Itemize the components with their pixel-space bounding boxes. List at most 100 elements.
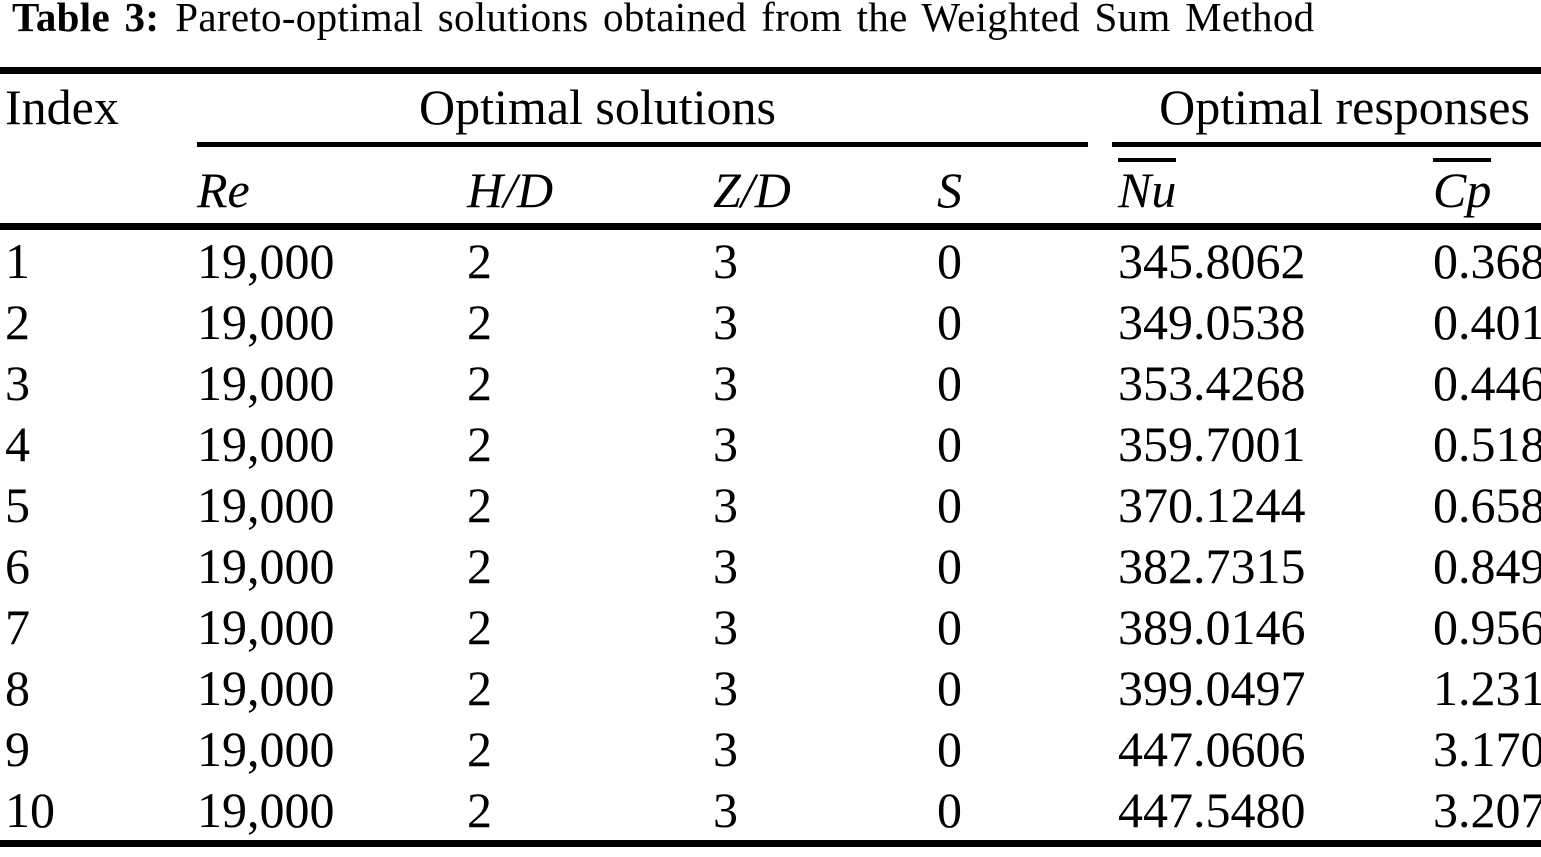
cell-re: 19,000 — [197, 659, 335, 716]
table-row: 3 19,000 2 3 0 353.4268 0.446 — [0, 352, 1541, 413]
responses-group-rule — [1112, 141, 1541, 147]
cell-s: 0 — [937, 476, 962, 533]
cell-zd: 3 — [713, 232, 738, 289]
column-header-hd: H/D — [467, 146, 713, 230]
cell-nu: 349.0538 — [1118, 293, 1306, 350]
table-row: 4 19,000 2 3 0 359.7001 0.518 — [0, 413, 1541, 474]
cell-zd: 3 — [713, 415, 738, 472]
cell-s: 0 — [937, 415, 962, 472]
cell-cp: 3.170 — [1433, 720, 1541, 777]
cell-re: 19,000 — [197, 476, 335, 533]
cell-index: 7 — [5, 598, 30, 655]
cell-zd: 3 — [713, 659, 738, 716]
cell-re: 19,000 — [197, 415, 335, 472]
s-symbol: S — [937, 162, 962, 218]
cp-overbar: Cp — [1433, 158, 1492, 218]
column-header-index: Index — [0, 70, 197, 230]
cell-zd: 3 — [713, 720, 738, 777]
cell-nu: 370.1244 — [1118, 476, 1306, 533]
cell-cp: 1.231 — [1433, 659, 1541, 716]
table-caption: Table 3: Pareto-optimal solutions obtaine… — [12, 0, 1314, 41]
nu-overbar: Nu — [1118, 158, 1177, 218]
cell-hd: 2 — [467, 779, 713, 847]
table-row: 5 19,000 2 3 0 370.1244 0.658 — [0, 474, 1541, 535]
cell-s: 0 — [937, 232, 962, 289]
cell-s: 0 — [937, 659, 962, 716]
group-header-optimal-solutions-label: Optimal solutions — [419, 79, 776, 135]
cell-s: 0 — [937, 720, 962, 777]
column-header-zd: Z/D — [713, 146, 937, 230]
cell-cp: 0.401 — [1433, 293, 1541, 350]
cell-nu: 389.0146 — [1118, 598, 1306, 655]
cell-hd: 2 — [467, 232, 492, 289]
hd-symbol: H/D — [467, 162, 554, 218]
cell-re: 19,000 — [197, 232, 335, 289]
cell-nu: 353.4268 — [1118, 354, 1306, 411]
cell-index: 10 — [0, 779, 197, 847]
solutions-group-rule — [197, 141, 1089, 147]
cell-cp: 3.207 — [1433, 779, 1541, 847]
cell-re: 19,000 — [197, 537, 335, 594]
cell-hd: 2 — [467, 598, 492, 655]
cell-cp: 0.956 — [1433, 598, 1541, 655]
table-row: 7 19,000 2 3 0 389.0146 0.956 — [0, 596, 1541, 657]
cell-hd: 2 — [467, 415, 492, 472]
cell-hd: 2 — [467, 476, 492, 533]
cell-s: 0 — [937, 598, 962, 655]
cell-zd: 3 — [713, 293, 738, 350]
table-row: 8 19,000 2 3 0 399.0497 1.231 — [0, 657, 1541, 718]
cell-nu: 345.8062 — [1118, 232, 1306, 289]
re-symbol: Re — [197, 162, 250, 218]
nu-symbol: Nu — [1118, 162, 1177, 218]
cell-re: 19,000 — [197, 354, 335, 411]
cell-re: 19,000 — [197, 598, 335, 655]
cell-index: 5 — [5, 476, 30, 533]
cell-index: 2 — [5, 293, 30, 350]
cell-nu: 447.5480 — [1118, 779, 1434, 847]
cell-nu: 382.7315 — [1118, 537, 1306, 594]
sub-header-row: Re H/D Z/D S Nu Cp — [0, 146, 1541, 230]
cell-hd: 2 — [467, 537, 492, 594]
cell-cp: 0.446 — [1433, 354, 1541, 411]
cell-zd: 3 — [713, 598, 738, 655]
cell-index: 6 — [5, 537, 30, 594]
cell-zd: 3 — [713, 779, 937, 847]
table-row: 9 19,000 2 3 0 447.0606 3.170 — [0, 718, 1541, 779]
group-header-optimal-responses-label: Optimal responses — [1159, 79, 1530, 135]
cell-zd: 3 — [713, 476, 738, 533]
cell-nu: 447.0606 — [1118, 720, 1306, 777]
cell-index: 4 — [5, 415, 30, 472]
cell-re: 19,000 — [197, 293, 335, 350]
cell-s: 0 — [937, 354, 962, 411]
cell-s: 0 — [937, 779, 1119, 847]
cell-re: 19,000 — [197, 720, 335, 777]
table-caption-text: Pareto-optimal solutions obtained from t… — [175, 0, 1315, 40]
table-row: 10 19,000 2 3 0 447.5480 3.207 — [0, 779, 1541, 847]
cell-s: 0 — [937, 537, 962, 594]
cell-hd: 2 — [467, 354, 492, 411]
cell-nu: 359.7001 — [1118, 415, 1306, 472]
group-header-optimal-solutions: Optimal solutions — [197, 71, 1118, 147]
cell-hd: 2 — [467, 659, 492, 716]
cell-cp: 0.518 — [1433, 415, 1541, 472]
cp-symbol: Cp — [1433, 162, 1492, 218]
zd-symbol: Z/D — [713, 162, 791, 218]
group-header-row: Index Optimal solutions Optimal response… — [0, 70, 1541, 230]
column-header-re: Re — [197, 146, 467, 230]
cell-index: 9 — [5, 720, 30, 777]
group-header-optimal-responses: Optimal responses — [1112, 71, 1541, 147]
pareto-solutions-table: Index Optimal solutions Optimal response… — [0, 67, 1541, 847]
cell-index: 8 — [5, 659, 30, 716]
cell-index: 1 — [5, 232, 30, 289]
table-row: 2 19,000 2 3 0 349.0538 0.401 — [0, 291, 1541, 352]
column-header-cp: Cp — [1433, 146, 1541, 230]
cell-zd: 3 — [713, 354, 738, 411]
cell-index: 3 — [5, 354, 30, 411]
cell-cp: 0.658 — [1433, 476, 1541, 533]
column-header-s: S — [937, 146, 1119, 230]
column-header-nu: Nu — [1118, 146, 1434, 230]
table-row: 1 19,000 2 3 0 345.8062 0.368 — [0, 227, 1541, 292]
cell-hd: 2 — [467, 720, 492, 777]
cell-cp: 0.368 — [1433, 232, 1541, 289]
